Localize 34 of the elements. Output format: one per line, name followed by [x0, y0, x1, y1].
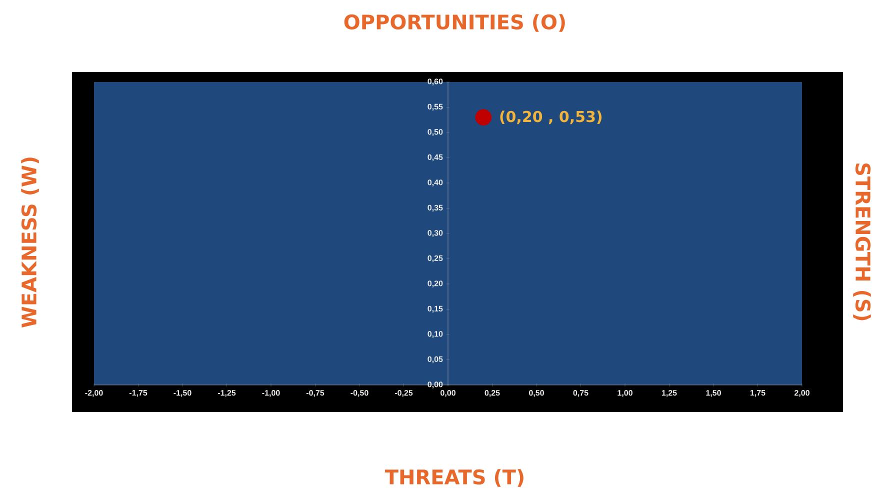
x-tick-label: 1,25 [662, 390, 677, 397]
y-tick-label: 0,10 [428, 331, 443, 338]
x-tick-label: -2,00 [85, 390, 103, 397]
annotation: (0,20 , 0,53) [500, 110, 602, 124]
y-tick-label: 0,35 [428, 204, 443, 212]
text: THREATS (T) [384, 469, 524, 487]
y-tick-label: 0,40 [428, 180, 443, 186]
text: WEAKNESS (W) [21, 158, 39, 328]
text: STRENGTH (S) [853, 163, 871, 320]
x-tick-label: 2,00 [794, 390, 810, 397]
y-tick-label: 0,00 [428, 382, 443, 388]
x-tick-label: 0,50 [529, 390, 544, 397]
x-tick-label: 1,50 [706, 390, 721, 397]
x-tick-label: 0,75 [573, 390, 588, 397]
x-tick-label: -1,25 [218, 390, 236, 397]
x-tick-label: -1,75 [129, 390, 148, 397]
y-tick-label: 0,20 [428, 280, 443, 288]
x-tick-label: 0,00 [440, 390, 456, 397]
x-tick-label: -0,25 [394, 390, 413, 397]
x-tick-label: -0,75 [306, 390, 324, 397]
text: OPPORTUNITIES (O) [344, 14, 565, 32]
y-tick-label: 0,55 [428, 104, 443, 111]
x-tick-label: -0,50 [350, 390, 368, 397]
y-tick-label: 0,15 [428, 306, 443, 313]
x-tick-label: 0,25 [484, 390, 500, 397]
y-tick-label: 0,45 [428, 154, 443, 162]
x-tick-label: -1,00 [262, 390, 280, 397]
y-tick-label: 0,50 [428, 129, 443, 136]
x-tick-label: 1,75 [750, 390, 766, 397]
x-tick-label: -1,50 [174, 390, 192, 397]
y-tick-label: 0,25 [428, 255, 443, 262]
y-tick-label: 0,05 [428, 356, 443, 364]
x-tick-label: 1,00 [618, 390, 632, 397]
y-tick-label: 0,30 [428, 230, 443, 237]
